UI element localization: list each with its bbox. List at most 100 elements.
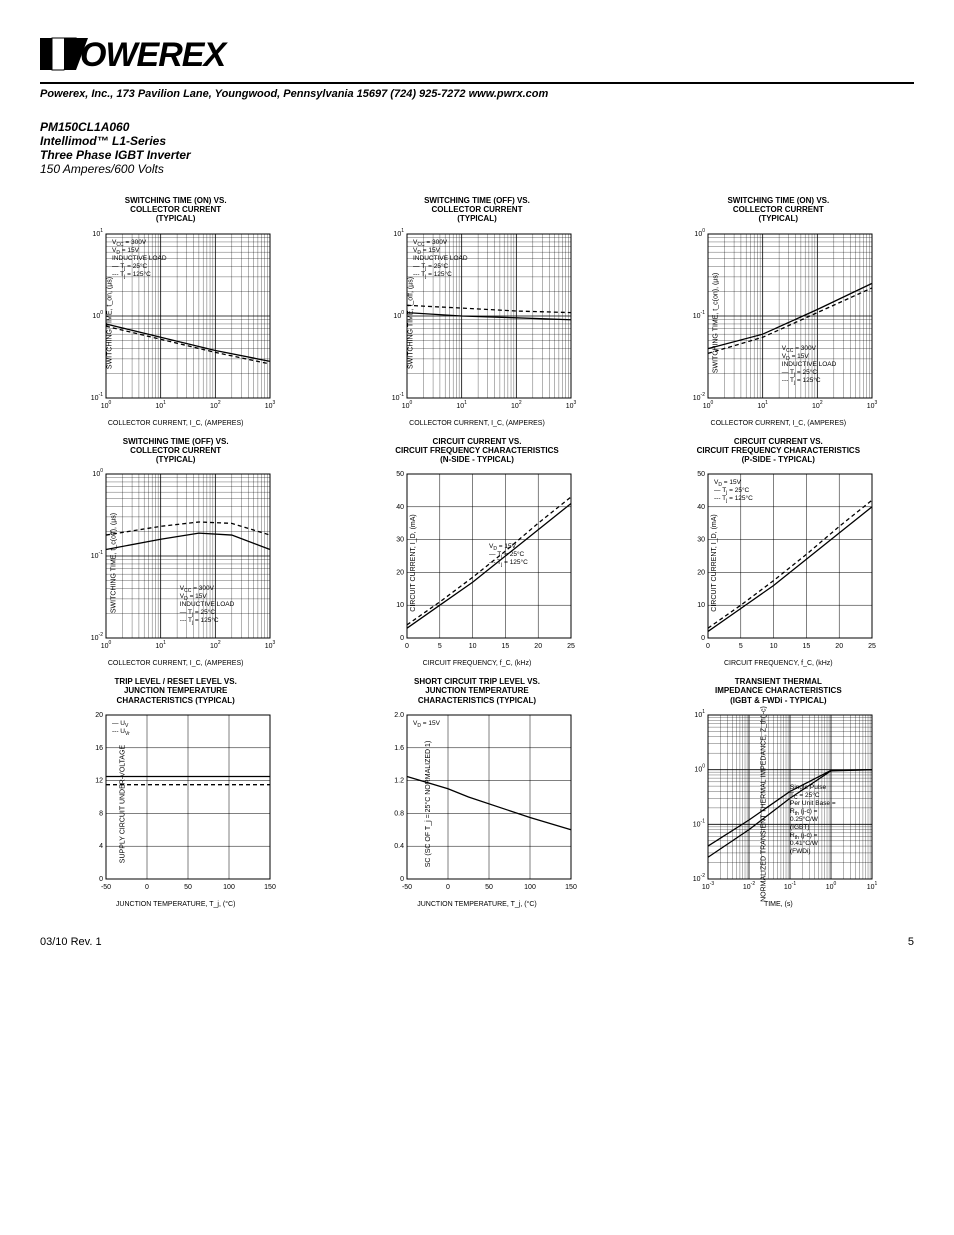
- chart-plot: SUPPLY CIRCUIT UNDER-VOLTAGE -5005010015…: [76, 709, 276, 899]
- x-axis-label: COLLECTOR CURRENT, I_C, (AMPERES): [108, 660, 244, 667]
- chart-c1: SWITCHING TIME (ON) VS. COLLECTOR CURREN…: [40, 196, 311, 427]
- svg-text:20: 20: [836, 643, 844, 650]
- chart-plot: SWITCHING TIME, t_off, (µs) 100101102103…: [377, 228, 577, 418]
- svg-text:-50: -50: [101, 884, 111, 891]
- svg-text:0.41°C/W: 0.41°C/W: [790, 838, 819, 846]
- svg-text:25: 25: [567, 643, 575, 650]
- svg-text:0: 0: [400, 635, 404, 642]
- svg-text:INDUCTIVE LOAD: INDUCTIVE LOAD: [782, 361, 837, 368]
- svg-text:--- Tj = 125°C: --- Tj = 125°C: [112, 270, 151, 280]
- svg-text:--- Tj = 125°C: --- Tj = 125°C: [714, 494, 753, 504]
- svg-text:0: 0: [701, 635, 705, 642]
- svg-text:100: 100: [92, 310, 103, 320]
- chart-title: TRIP LEVEL / RESET LEVEL VS. JUNCTION TE…: [115, 677, 237, 705]
- svg-text:150: 150: [565, 884, 577, 891]
- page-number: 5: [908, 936, 914, 948]
- x-axis-label: CIRCUIT FREQUENCY, f_C, (kHz): [423, 660, 532, 667]
- svg-text:0: 0: [400, 876, 404, 883]
- series-name: Intellimod™ L1-Series: [40, 134, 914, 148]
- svg-text:INDUCTIVE LOAD: INDUCTIVE LOAD: [112, 255, 167, 262]
- chart-plot: SC (SC OF T_j = 25°C NORMALIZED 1) -5005…: [377, 709, 577, 899]
- x-axis-label: TIME, (s): [764, 901, 793, 908]
- svg-text:101: 101: [758, 400, 769, 410]
- chart-plot: CIRCUIT CURRENT, I_D, (mA) 0510152025010…: [678, 468, 878, 658]
- svg-text:OWEREX: OWEREX: [80, 36, 228, 74]
- product-rating: 150 Amperes/600 Volts: [40, 162, 914, 176]
- y-axis-label: SC (SC OF T_j = 25°C NORMALIZED 1): [425, 740, 432, 867]
- svg-text:103: 103: [264, 640, 275, 650]
- chart-c8: SHORT CIRCUIT TRIP LEVEL VS. JUNCTION TE…: [341, 677, 612, 908]
- chart-c9: TRANSIENT THERMAL IMPEDANCE CHARACTERIST…: [643, 677, 914, 908]
- svg-text:0: 0: [446, 884, 450, 891]
- chart-c5: CIRCUIT CURRENT VS. CIRCUIT FREQUENCY CH…: [341, 437, 612, 668]
- svg-text:0.25°C/W: 0.25°C/W: [790, 814, 819, 822]
- svg-text:(IGBT): (IGBT): [790, 823, 810, 830]
- svg-text:150: 150: [264, 884, 276, 891]
- header-rule: [40, 82, 914, 84]
- svg-text:1.2: 1.2: [394, 777, 404, 784]
- x-axis-label: COLLECTOR CURRENT, I_C, (AMPERES): [409, 420, 545, 427]
- x-axis-label: JUNCTION TEMPERATURE, T_j, (°C): [116, 901, 235, 908]
- svg-text:4: 4: [99, 843, 103, 850]
- svg-text:40: 40: [698, 504, 706, 511]
- company-address: Powerex, Inc., 173 Pavilion Lane, Youngw…: [40, 88, 914, 100]
- product-header: PM150CL1A060 Intellimod™ L1-Series Three…: [40, 120, 914, 176]
- svg-text:0: 0: [99, 876, 103, 883]
- svg-text:5: 5: [739, 643, 743, 650]
- chart-title: TRANSIENT THERMAL IMPEDANCE CHARACTERIST…: [715, 677, 842, 705]
- svg-text:10-1: 10-1: [693, 310, 705, 320]
- chart-plot: CIRCUIT CURRENT, I_D, (mA) 0510152025010…: [377, 468, 577, 658]
- chart-plot: SWITCHING TIME, t_c(on), (µs) 1001011021…: [678, 228, 878, 418]
- y-axis-label: NORMALIZED TRANSIENT THERMAL IMPEDANCE, …: [761, 706, 768, 902]
- svg-text:0: 0: [706, 643, 710, 650]
- svg-text:40: 40: [396, 504, 404, 511]
- y-axis-label: SWITCHING TIME, t_c(on), (µs): [713, 272, 720, 372]
- svg-text:102: 102: [210, 400, 221, 410]
- svg-text:-50: -50: [402, 884, 412, 891]
- svg-text:VD = 15V: VD = 15V: [413, 720, 441, 729]
- svg-text:0: 0: [405, 643, 409, 650]
- svg-text:12: 12: [95, 777, 103, 784]
- svg-text:102: 102: [210, 640, 221, 650]
- y-axis-label: SWITCHING TIME, t_on, (µs): [106, 276, 113, 368]
- svg-text:INDUCTIVE LOAD: INDUCTIVE LOAD: [413, 255, 468, 262]
- svg-text:30: 30: [698, 537, 706, 544]
- svg-text:50: 50: [698, 471, 706, 478]
- svg-text:101: 101: [393, 228, 404, 238]
- svg-text:0: 0: [145, 884, 149, 891]
- svg-text:100: 100: [695, 763, 706, 773]
- y-axis-label: CIRCUIT CURRENT, I_D, (mA): [712, 514, 719, 611]
- chart-title: SHORT CIRCUIT TRIP LEVEL VS. JUNCTION TE…: [414, 677, 540, 705]
- svg-text:--- Tj = 125°C: --- Tj = 125°C: [179, 616, 218, 626]
- svg-text:0.8: 0.8: [394, 810, 404, 817]
- svg-text:101: 101: [695, 709, 706, 719]
- part-number: PM150CL1A060: [40, 120, 914, 134]
- chart-title: SWITCHING TIME (OFF) VS. COLLECTOR CURRE…: [123, 437, 229, 465]
- svg-text:100: 100: [524, 884, 536, 891]
- svg-text:10: 10: [469, 643, 477, 650]
- svg-text:100: 100: [826, 881, 837, 891]
- svg-text:101: 101: [867, 881, 878, 891]
- svg-text:INDUCTIVE LOAD: INDUCTIVE LOAD: [179, 601, 234, 608]
- svg-text:20: 20: [534, 643, 542, 650]
- svg-text:50: 50: [396, 471, 404, 478]
- svg-text:2.0: 2.0: [394, 712, 404, 719]
- svg-text:--- Tj = 125°C: --- Tj = 125°C: [489, 558, 528, 568]
- svg-text:8: 8: [99, 810, 103, 817]
- svg-text:101: 101: [456, 400, 467, 410]
- svg-text:103: 103: [566, 400, 577, 410]
- svg-text:10-2: 10-2: [693, 873, 705, 883]
- svg-text:10: 10: [396, 602, 404, 609]
- svg-text:103: 103: [264, 400, 275, 410]
- svg-text:15: 15: [803, 643, 811, 650]
- svg-text:101: 101: [155, 400, 166, 410]
- chart-plot: SWITCHING TIME, t_c(off), (µs) 100101102…: [76, 468, 276, 658]
- svg-text:10-1: 10-1: [693, 818, 705, 828]
- svg-text:--- Tj = 125°C: --- Tj = 125°C: [782, 376, 821, 386]
- x-axis-label: CIRCUIT FREQUENCY, f_C, (kHz): [724, 660, 833, 667]
- svg-text:100: 100: [100, 400, 111, 410]
- chart-c7: TRIP LEVEL / RESET LEVEL VS. JUNCTION TE…: [40, 677, 311, 908]
- svg-text:10-2: 10-2: [693, 392, 705, 402]
- chart-c3: SWITCHING TIME (ON) VS. COLLECTOR CURREN…: [643, 196, 914, 427]
- svg-text:0.4: 0.4: [394, 843, 404, 850]
